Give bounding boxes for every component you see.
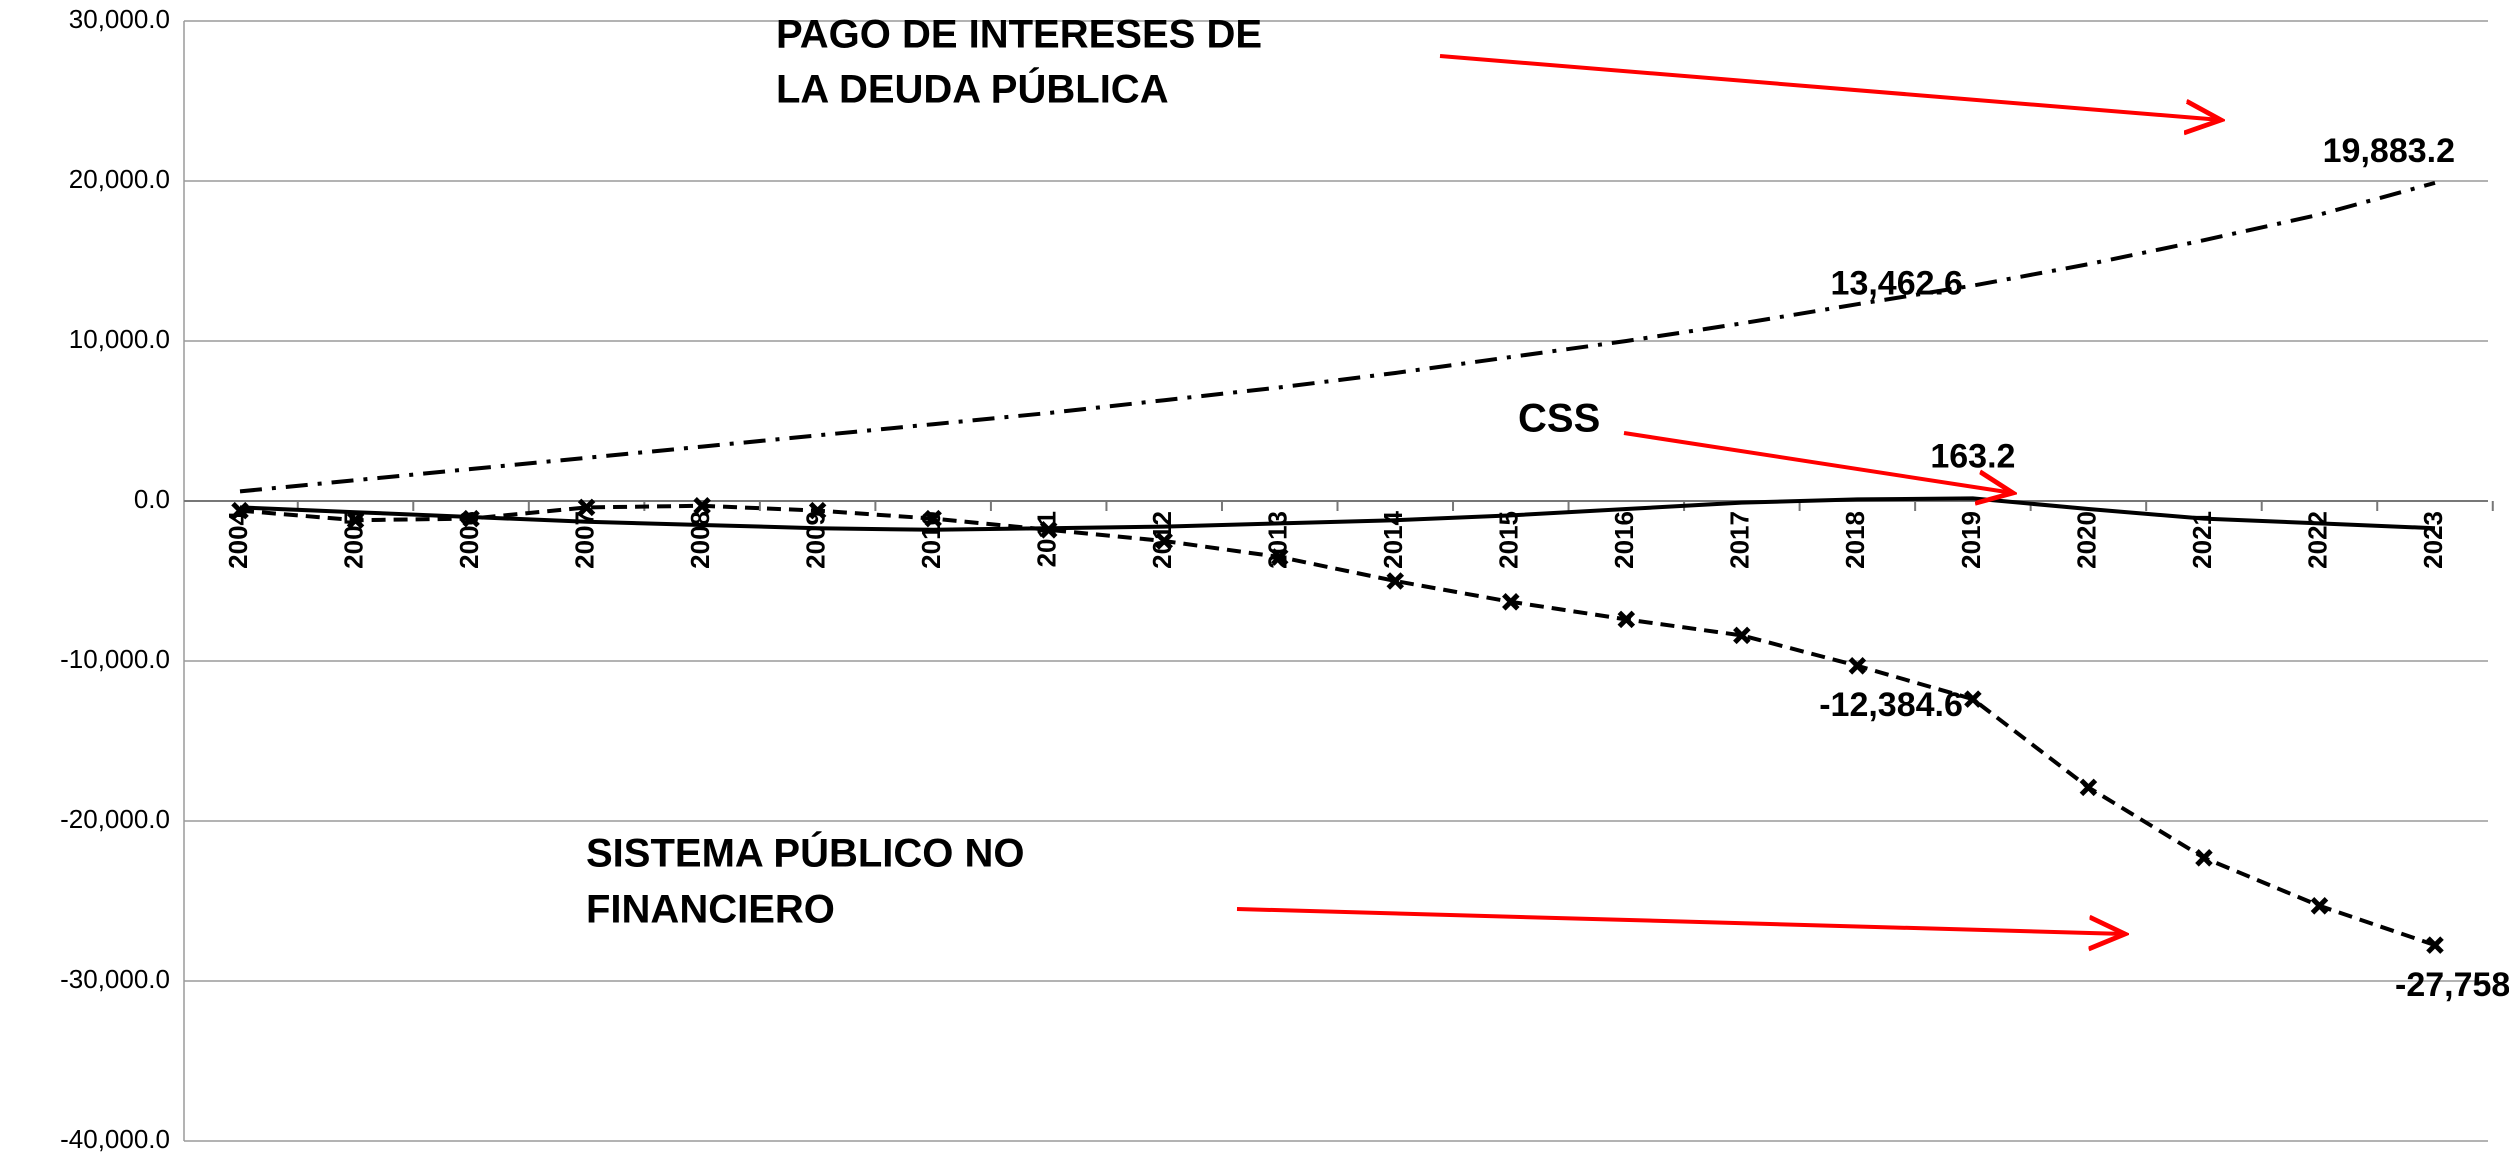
- annotation: FINANCIERO: [586, 888, 835, 932]
- arrow: [1236, 907, 2125, 934]
- y-tick-label: 0.0: [134, 484, 170, 514]
- marker: [1964, 690, 1982, 708]
- data-label: 19,883.2: [2323, 132, 2455, 170]
- marker: [231, 501, 249, 520]
- x-tick-label: 2015: [1494, 511, 1524, 569]
- arrow: [1623, 431, 2013, 493]
- marker: [462, 509, 480, 528]
- series-line: [239, 496, 2436, 532]
- marker: [346, 511, 365, 529]
- data-label: -12,384.6: [1819, 686, 1963, 724]
- y-tick-label: 30,000.0: [69, 4, 170, 34]
- x-tick-label: 2023: [2418, 511, 2448, 569]
- x-tick-label: 2020: [2071, 511, 2101, 569]
- marker: [1733, 626, 1751, 645]
- marker: [1502, 593, 1520, 611]
- marker: [693, 497, 711, 515]
- arrow: [1439, 54, 2221, 120]
- data-label: 13,462.6: [1831, 265, 1963, 303]
- marker: [1039, 521, 1058, 539]
- marker: [2426, 936, 2444, 954]
- marker: [1270, 548, 1289, 566]
- y-tick-label: -20,000.0: [60, 804, 170, 834]
- marker: [1617, 610, 1636, 629]
- x-tick-label: 2019: [1956, 511, 1986, 569]
- data-label: 163.2: [1930, 437, 2015, 475]
- annotation: LA DEUDA PÚBLICA: [776, 66, 1169, 112]
- marker: [1386, 572, 1405, 590]
- marker: [1155, 532, 1173, 550]
- series-line: [239, 503, 2436, 948]
- marker: [808, 501, 827, 520]
- marker: [2310, 897, 2329, 915]
- marker: [2079, 778, 2098, 797]
- marker: [924, 509, 942, 528]
- data-label: -27,758.6: [2395, 966, 2509, 1004]
- x-tick-label: 2004: [223, 510, 253, 568]
- plot: -40,000.0 -30,000.0 -20,000.0 -10,000.0 0.0 1…: [60, 4, 2509, 1153]
- series-line: [239, 180, 2436, 494]
- x-tick-label: 2008: [685, 511, 715, 569]
- x-tick-label: 2009: [801, 511, 831, 569]
- x-tick-label: 2022: [2302, 511, 2332, 569]
- marker: [1848, 657, 1867, 675]
- annotation: SISTEMA PÚBLICO NO: [586, 830, 1025, 876]
- x-tick-label: 2018: [1840, 511, 1870, 569]
- y-tick-label: -10,000.0: [60, 644, 170, 674]
- x-tick-label: 2017: [1725, 511, 1755, 569]
- x-tick-label: 2016: [1609, 511, 1639, 569]
- marker: [2195, 849, 2213, 867]
- y-tick-label: 20,000.0: [69, 164, 170, 194]
- annotation: PAGO DE INTERESES DE: [776, 13, 1262, 57]
- y-tick-label: -30,000.0: [60, 964, 170, 994]
- marker: [577, 498, 596, 517]
- annotation: CSS: [1518, 397, 1600, 441]
- y-tick-label: -40,000.0: [60, 1124, 170, 1153]
- x-tick-label: 2011: [1032, 511, 1062, 567]
- y-tick-label: 10,000.0: [69, 324, 170, 354]
